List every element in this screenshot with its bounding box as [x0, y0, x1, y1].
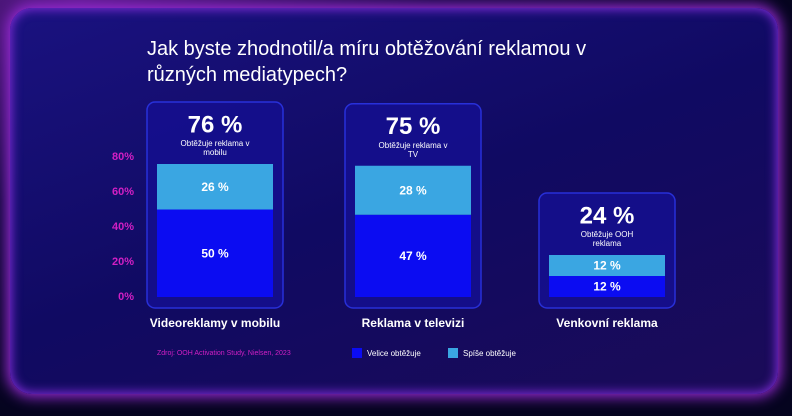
legend-swatch	[352, 348, 362, 358]
bar-segment	[549, 276, 665, 297]
y-tick-label: 0%	[118, 291, 134, 303]
total-label: 24 %	[580, 202, 635, 229]
x-tick-label: Reklama v televizi	[362, 316, 465, 330]
y-tick-label: 40%	[112, 221, 134, 233]
value-label: 28 %	[399, 183, 427, 197]
legend-label: Spíše obtěžuje	[463, 349, 516, 358]
bar-segment	[355, 165, 471, 215]
value-label: 12 %	[593, 280, 621, 294]
value-label: 47 %	[399, 249, 427, 263]
legend-label: Velice obtěžuje	[367, 349, 421, 358]
legend-swatch	[448, 348, 458, 358]
x-tick-label: Videoreklamy v mobilu	[150, 316, 281, 330]
value-label: 12 %	[593, 259, 621, 273]
bar-segment	[157, 209, 273, 297]
source: Zdroj: OOH Activation Study, Nielsen, 20…	[157, 350, 291, 357]
total-note: Obtěžuje reklama v TV	[378, 140, 448, 159]
bar-segment	[157, 164, 273, 210]
x-tick-label: Venkovní reklama	[556, 316, 658, 330]
total-label: 76 %	[188, 111, 243, 138]
total-label: 75 %	[386, 113, 441, 140]
y-tick-label: 60%	[112, 186, 134, 198]
value-label: 50 %	[201, 246, 229, 260]
total-note: Obtěžuje reklama v mobilu	[180, 139, 250, 157]
chart-title: Jak byste zhodnotil/a míru obtěžování re…	[147, 38, 587, 86]
y-tick-label: 80%	[112, 151, 134, 163]
total-note: Obtěžuje OOH reklama	[580, 230, 634, 248]
bar-segment	[549, 255, 665, 276]
y-tick-label: 20%	[112, 256, 134, 268]
bar-segment	[355, 214, 471, 297]
value-label: 26 %	[201, 180, 229, 194]
